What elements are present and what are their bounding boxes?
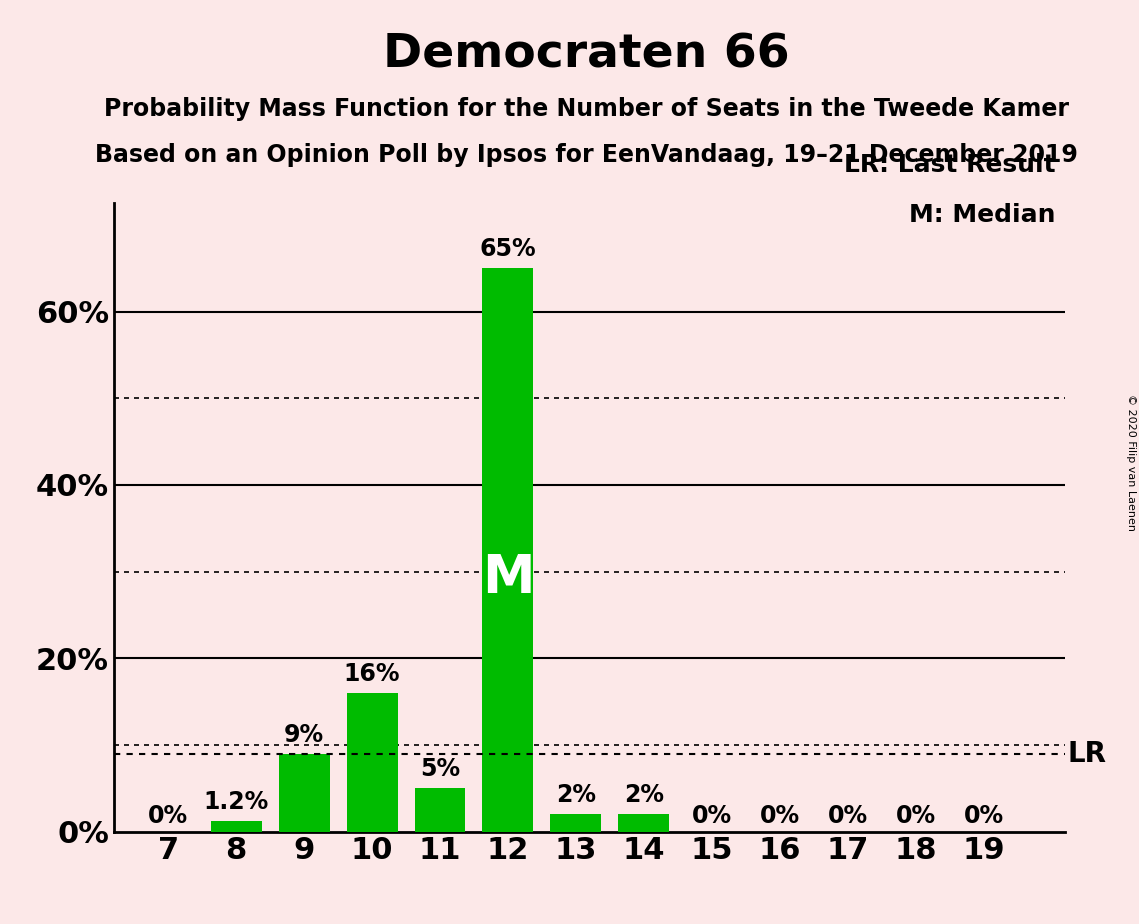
Text: 5%: 5% [420,758,460,782]
Bar [483,268,533,832]
Bar [211,821,262,832]
Text: M: Median: M: Median [909,203,1056,227]
Text: 0%: 0% [828,804,868,828]
Text: 0%: 0% [148,804,188,828]
Text: 2%: 2% [556,784,596,808]
Text: 9%: 9% [284,723,325,747]
Text: © 2020 Filip van Laenen: © 2020 Filip van Laenen [1125,394,1136,530]
Bar [618,814,670,832]
Text: Based on an Opinion Poll by Ipsos for EenVandaag, 19–21 December 2019: Based on an Opinion Poll by Ipsos for Ee… [96,143,1077,167]
Bar [279,754,329,832]
Text: 65%: 65% [480,237,536,261]
Text: 0%: 0% [760,804,800,828]
Text: 0%: 0% [964,804,1003,828]
Text: LR: Last Result: LR: Last Result [844,153,1056,177]
Text: M: M [482,553,534,604]
Text: 0%: 0% [895,804,935,828]
Text: LR: LR [1068,739,1107,768]
Text: 1.2%: 1.2% [204,790,269,814]
Text: 0%: 0% [691,804,731,828]
Text: 16%: 16% [344,662,400,686]
Text: 2%: 2% [624,784,664,808]
Text: Democraten 66: Democraten 66 [383,32,790,78]
Bar [550,814,601,832]
Bar [415,788,466,832]
Bar [346,693,398,832]
Text: Probability Mass Function for the Number of Seats in the Tweede Kamer: Probability Mass Function for the Number… [104,97,1070,121]
